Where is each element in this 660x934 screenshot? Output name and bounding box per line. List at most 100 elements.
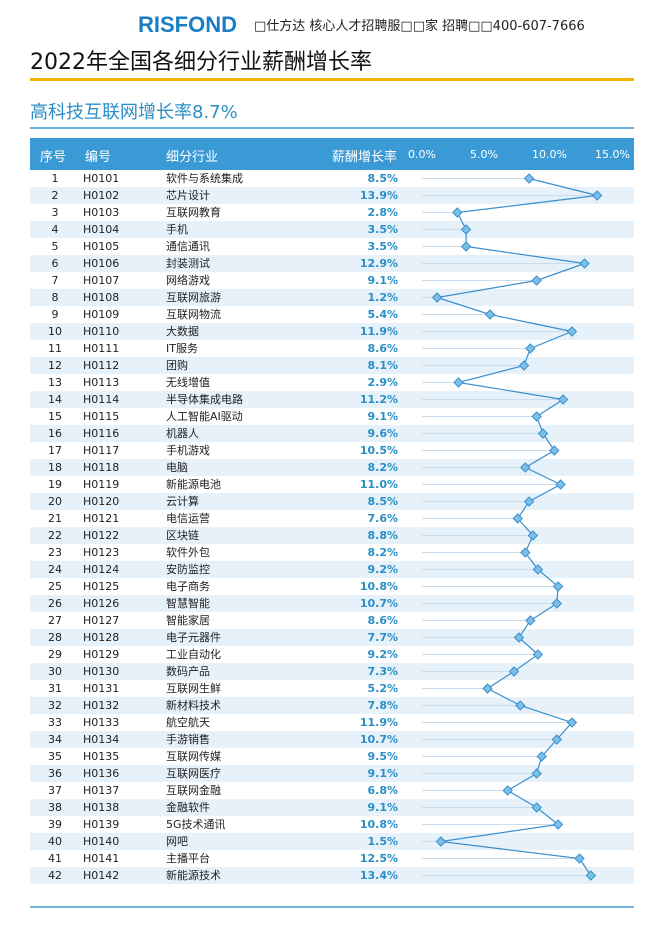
row-index: 4 — [51, 223, 59, 236]
table-row: 2 H0102 芯片设计 13.9% — [30, 187, 634, 204]
row-code: H0124 — [83, 563, 120, 576]
table-row: 25 H0125 电子商务 10.8% — [30, 578, 634, 595]
row-rate: 9.1% — [367, 274, 398, 287]
table-row: 17 H0117 手机游戏 10.5% — [30, 442, 634, 459]
row-rate: 7.7% — [367, 631, 398, 644]
row-industry: 互联网物流 — [166, 308, 221, 321]
table-row: 22 H0122 区块链 8.8% — [30, 527, 634, 544]
row-code: H0129 — [83, 648, 120, 661]
row-index: 20 — [48, 495, 62, 508]
table-row: 41 H0141 主播平台 12.5% — [30, 850, 634, 867]
row-industry: 主播平台 — [166, 852, 210, 865]
row-rate: 8.8% — [367, 529, 398, 542]
page-title: 2022年全国各细分行业薪酬增长率 — [30, 50, 372, 75]
row-code: H0125 — [83, 580, 120, 593]
row-industry: 人工智能AI驱动 — [166, 410, 243, 423]
row-index: 37 — [48, 784, 62, 797]
row-industry: 新能源技术 — [166, 869, 221, 882]
row-industry: 互联网医疗 — [166, 767, 221, 780]
row-index: 13 — [48, 376, 62, 389]
page-header: RISFOND □仕方达 核心人才招聘服□□家 招聘□□400-607-7666 — [0, 0, 660, 46]
row-industry: 金融软件 — [166, 801, 210, 814]
row-code: H0128 — [83, 631, 120, 644]
row-index: 6 — [51, 257, 59, 270]
row-rate: 3.5% — [367, 223, 398, 236]
row-code: H0130 — [83, 665, 120, 678]
table-row: 5 H0105 通信通讯 3.5% — [30, 238, 634, 255]
row-rate: 6.8% — [367, 784, 398, 797]
row-code: H0135 — [83, 750, 120, 763]
table-row: 8 H0108 互联网旅游 1.2% — [30, 289, 634, 306]
row-industry: 网络游戏 — [166, 274, 210, 287]
row-rate: 10.7% — [359, 733, 398, 746]
row-index: 40 — [48, 835, 62, 848]
row-index: 16 — [48, 427, 62, 440]
row-rate: 5.2% — [367, 682, 398, 695]
row-industry: 软件外包 — [166, 546, 210, 559]
header-code: 编号 — [85, 150, 112, 165]
row-code: H0111 — [83, 342, 120, 355]
row-index: 3 — [51, 206, 59, 219]
row-code: H0138 — [83, 801, 120, 814]
table-row: 13 H0113 无线增值 2.9% — [30, 374, 634, 391]
row-rate: 13.9% — [359, 189, 398, 202]
row-rate: 3.5% — [367, 240, 398, 253]
row-index: 35 — [48, 750, 62, 763]
row-rate: 8.5% — [367, 495, 398, 508]
row-rate: 11.2% — [359, 393, 398, 406]
row-index: 26 — [48, 597, 62, 610]
header-idx: 序号 — [40, 150, 67, 165]
row-rate: 8.2% — [367, 546, 398, 559]
row-code: H0117 — [83, 444, 120, 457]
row-industry: 5G技术通讯 — [166, 818, 226, 831]
row-industry: 无线增值 — [166, 376, 210, 389]
row-code: H0116 — [83, 427, 120, 440]
table-row: 15 H0115 人工智能AI驱动 9.1% — [30, 408, 634, 425]
row-index: 33 — [48, 716, 62, 729]
row-industry: 半导体集成电路 — [166, 393, 243, 406]
row-code: H0126 — [83, 597, 120, 610]
table-header: 序号 编号 细分行业 薪酬增长率 0.0% 5.0% 10.0% 15.0% — [30, 138, 634, 170]
row-industry: 数码产品 — [166, 665, 210, 678]
row-industry: 新能源电池 — [166, 478, 221, 491]
row-industry: 手游销售 — [166, 733, 210, 746]
row-index: 15 — [48, 410, 62, 423]
row-index: 14 — [48, 393, 62, 406]
row-code: H0118 — [83, 461, 120, 474]
row-rate: 10.5% — [359, 444, 398, 457]
row-index: 17 — [48, 444, 62, 457]
table-row: 6 H0106 封装测试 12.9% — [30, 255, 634, 272]
row-industry: IT服务 — [166, 342, 198, 355]
row-code: H0140 — [83, 835, 120, 848]
table-row: 34 H0134 手游销售 10.7% — [30, 731, 634, 748]
row-rate: 10.8% — [359, 580, 398, 593]
row-industry: 手机 — [166, 223, 188, 236]
row-index: 9 — [51, 308, 59, 321]
row-industry: 云计算 — [166, 495, 199, 508]
row-industry: 互联网传媒 — [166, 750, 221, 763]
row-index: 11 — [48, 342, 62, 355]
row-code: H0131 — [83, 682, 120, 695]
row-code: H0113 — [83, 376, 120, 389]
row-code: H0136 — [83, 767, 120, 780]
row-rate: 9.6% — [367, 427, 398, 440]
row-rate: 13.4% — [359, 869, 398, 882]
row-industry: 电脑 — [166, 461, 188, 474]
table-row: 24 H0124 安防监控 9.2% — [30, 561, 634, 578]
row-industry: 软件与系统集成 — [166, 172, 243, 185]
subtitle-divider — [30, 127, 634, 129]
table-row: 33 H0133 航空航天 11.9% — [30, 714, 634, 731]
row-rate: 5.4% — [367, 308, 398, 321]
row-index: 24 — [48, 563, 62, 576]
row-code: H0115 — [83, 410, 120, 423]
row-code: H0104 — [83, 223, 120, 236]
row-rate: 8.6% — [367, 614, 398, 627]
row-rate: 9.1% — [367, 801, 398, 814]
table-row: 32 H0132 新材料技术 7.8% — [30, 697, 634, 714]
table-row: 10 H0110 大数据 11.9% — [30, 323, 634, 340]
row-code: H0110 — [83, 325, 120, 338]
row-rate: 7.8% — [367, 699, 398, 712]
row-index: 27 — [48, 614, 62, 627]
row-industry: 手机游戏 — [166, 444, 210, 457]
table-row: 16 H0116 机器人 9.6% — [30, 425, 634, 442]
